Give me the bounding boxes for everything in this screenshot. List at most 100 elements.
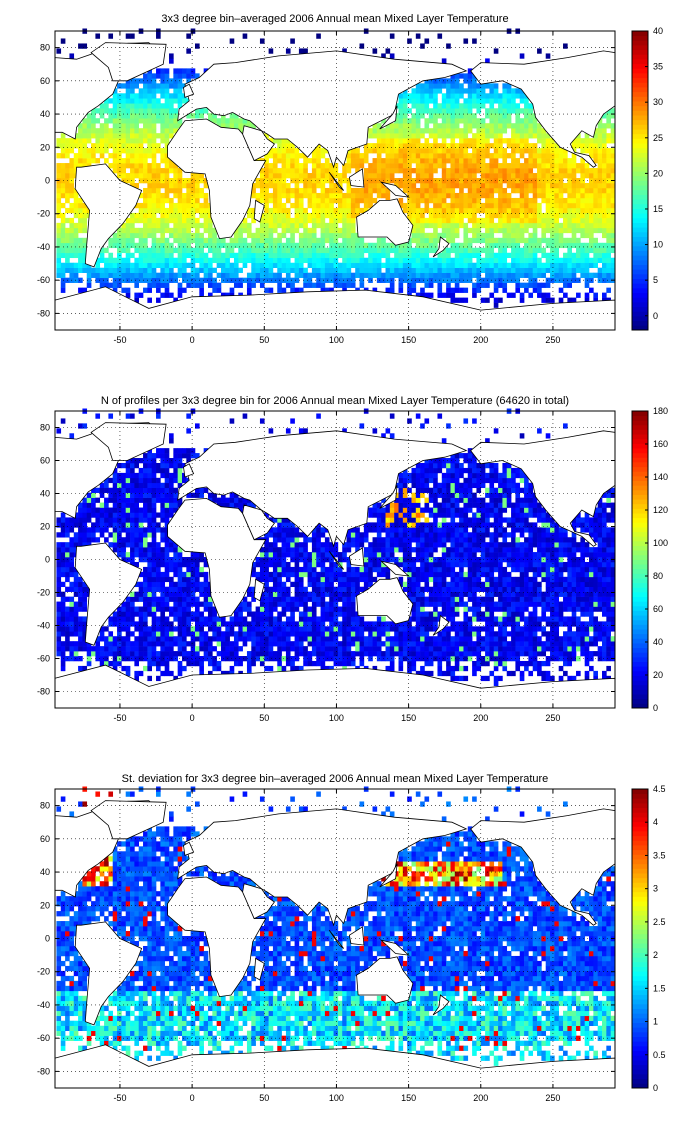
heatmap-cell	[95, 148, 101, 154]
heatmap-cell	[424, 207, 430, 214]
heatmap-cell	[125, 103, 131, 109]
heatmap-cell	[203, 197, 209, 204]
heatmap-cell	[173, 98, 178, 104]
heatmap-cell	[502, 103, 508, 109]
heatmap-cell	[272, 163, 278, 169]
heatmap-cell	[130, 467, 135, 474]
heatmap-cell	[489, 143, 495, 149]
heatmap-cell	[593, 297, 598, 303]
heatmap-cell	[342, 207, 347, 214]
heatmap-cell	[411, 123, 417, 129]
heatmap-cell	[134, 108, 140, 114]
heatmap-cell	[450, 242, 456, 249]
heatmap-cell	[78, 202, 83, 209]
heatmap-cell	[281, 242, 287, 249]
heatmap-cell	[73, 212, 79, 219]
heatmap-cell	[151, 257, 157, 264]
heatmap-cell	[519, 257, 525, 264]
heatmap-cell	[238, 497, 243, 503]
heatmap-cell	[424, 83, 430, 89]
heatmap-cell	[173, 571, 178, 578]
heatmap-cell	[117, 462, 122, 469]
heatmap-cell	[424, 267, 430, 273]
heatmap-cell	[584, 232, 590, 239]
heatmap-cell	[65, 571, 70, 578]
heatmap-cell	[285, 182, 291, 189]
heatmap-cell	[169, 212, 174, 219]
heatmap-cell	[212, 606, 217, 612]
heatmap-cell	[532, 227, 538, 234]
heatmap-cell	[441, 98, 447, 104]
heatmap-cell	[311, 242, 317, 249]
heatmap-cell	[541, 272, 547, 278]
heatmap-cell	[134, 561, 140, 568]
heatmap-cell	[156, 282, 161, 288]
heatmap-cell	[342, 247, 347, 254]
heatmap-cell	[506, 252, 512, 259]
heatmap-cell	[147, 257, 152, 264]
heatmap-cell	[99, 143, 105, 149]
heatmap-cell	[290, 143, 295, 149]
heatmap-cell	[311, 163, 317, 169]
heatmap-cell	[229, 118, 235, 124]
heatmap-cell	[147, 601, 152, 607]
heatmap-cell	[242, 33, 248, 39]
heatmap-cell	[519, 88, 525, 94]
colorbar-swatch	[632, 287, 648, 294]
heatmap-cell	[277, 282, 282, 288]
heatmap-cell	[151, 242, 157, 249]
heatmap-cell	[199, 660, 204, 667]
heatmap-cell	[108, 517, 114, 523]
heatmap-cell	[130, 542, 135, 548]
heatmap-cell	[134, 646, 140, 652]
heatmap-cell	[138, 202, 144, 209]
heatmap-cell	[259, 267, 265, 273]
heatmap-cell	[502, 192, 508, 199]
heatmap-cell	[441, 163, 447, 169]
heatmap-cell	[476, 83, 482, 89]
heatmap-cell	[156, 581, 161, 588]
heatmap-cell	[134, 98, 140, 104]
heatmap-cell	[56, 586, 62, 592]
heatmap-cell	[454, 143, 460, 149]
heatmap-cell	[65, 232, 70, 239]
heatmap-cell	[259, 173, 265, 179]
heatmap-cell	[342, 202, 347, 209]
heatmap-cell	[121, 267, 127, 273]
heatmap-cell	[355, 267, 360, 273]
heatmap-cell	[537, 212, 542, 219]
heatmap-cell	[104, 482, 109, 489]
heatmap-cell	[567, 222, 572, 229]
heatmap-cell	[268, 287, 274, 293]
heatmap-cell	[82, 646, 88, 652]
heatmap-cell	[160, 202, 165, 209]
heatmap-cell	[117, 138, 122, 144]
heatmap-cell	[121, 611, 127, 617]
heatmap-cell	[112, 287, 118, 293]
heatmap-cell	[528, 108, 534, 114]
heatmap-cell	[277, 272, 282, 278]
heatmap-cell	[558, 187, 564, 194]
heatmap-cell	[229, 237, 235, 244]
heatmap-cell	[56, 232, 62, 239]
panel-count: N of profiles per 3x3 degree bin for 200…	[37, 395, 668, 723]
heatmap-cell	[69, 581, 75, 588]
heatmap-cell	[485, 83, 490, 89]
heatmap-cell	[355, 272, 360, 278]
heatmap-cell	[104, 477, 109, 484]
heatmap-cell	[467, 257, 473, 264]
heatmap-cell	[164, 621, 170, 627]
heatmap-cell	[156, 297, 161, 303]
heatmap-cell	[372, 48, 378, 54]
heatmap-cell	[143, 267, 148, 273]
heatmap-cell	[99, 138, 105, 144]
heatmap-cell	[134, 257, 140, 264]
heatmap-cell	[485, 212, 490, 219]
heatmap-cell	[277, 138, 282, 144]
heatmap-cell	[164, 98, 170, 104]
heatmap-cell	[277, 192, 282, 199]
heatmap-cell	[454, 282, 460, 288]
heatmap-cell	[238, 502, 243, 508]
heatmap-cell	[138, 606, 144, 612]
heatmap-cell	[463, 103, 469, 109]
